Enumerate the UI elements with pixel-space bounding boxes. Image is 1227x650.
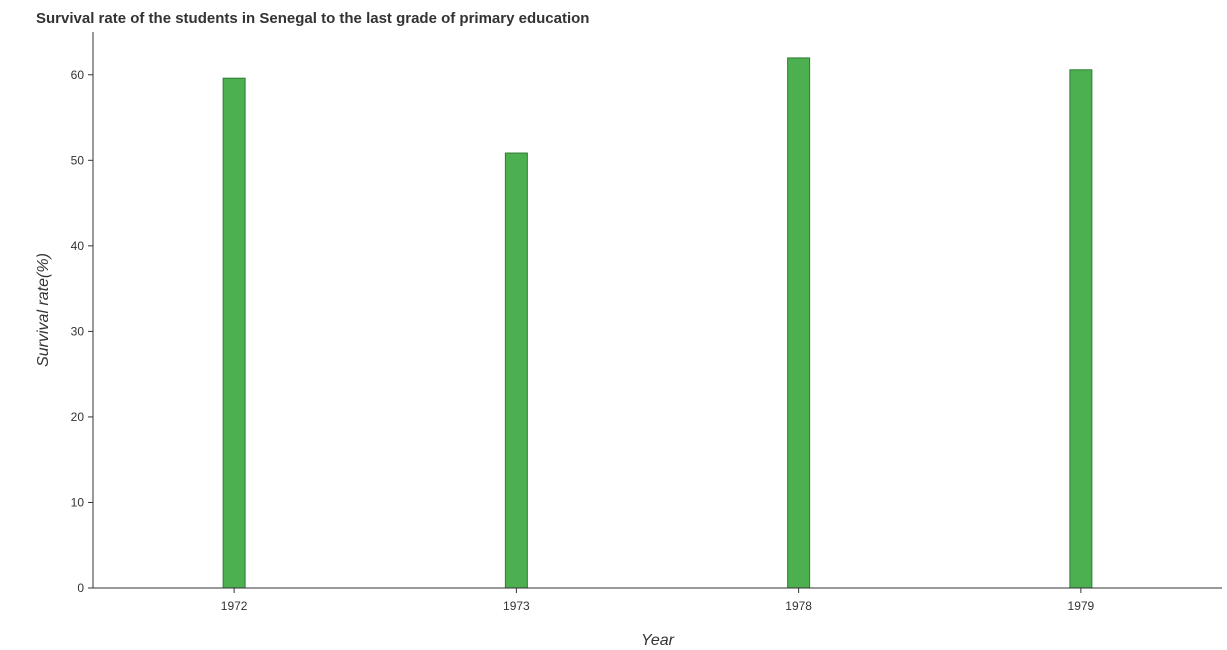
y-axis-title: Survival rate(%) xyxy=(35,253,52,367)
y-tick-label: 20 xyxy=(71,410,85,424)
bars xyxy=(222,57,1093,589)
y-tick-label: 50 xyxy=(71,153,85,167)
x-tick-label-1978: 1978 xyxy=(785,599,812,613)
y-tick-label: 0 xyxy=(77,581,84,595)
chart-title: Survival rate of the students in Senegal… xyxy=(36,10,590,27)
x-tick-label-1972: 1972 xyxy=(221,599,248,613)
bar-1972 xyxy=(222,77,246,589)
y-tick-label: 40 xyxy=(71,239,85,253)
y-tick-label: 10 xyxy=(71,495,85,509)
y-tick-label: 60 xyxy=(71,68,85,82)
x-axis-ticks: 1972 1973 1978 1979 xyxy=(221,588,1095,613)
x-axis-title: Year xyxy=(641,632,675,649)
bar-1979 xyxy=(1069,69,1093,589)
y-axis-ticks: 0 10 20 30 40 50 60 xyxy=(71,68,93,595)
bar-1978 xyxy=(787,57,811,589)
bar-1973 xyxy=(504,152,528,589)
x-tick-label-1973: 1973 xyxy=(503,599,530,613)
y-tick-label: 30 xyxy=(71,324,85,338)
x-tick-label-1979: 1979 xyxy=(1068,599,1095,613)
